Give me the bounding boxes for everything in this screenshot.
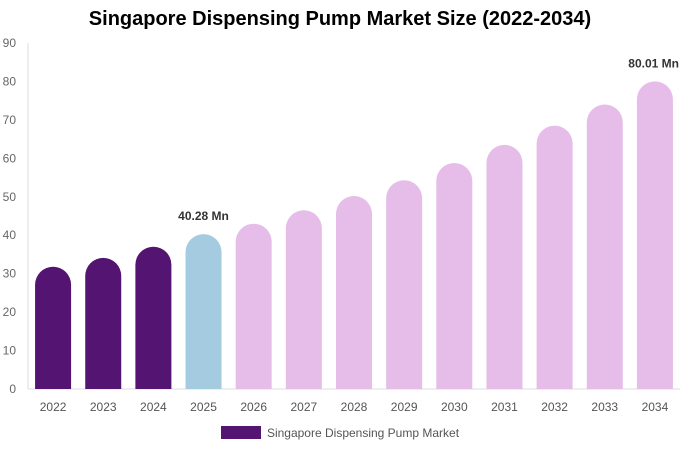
chart-title: Singapore Dispensing Pump Market Size (2… [88,8,592,30]
legend-label: Singapore Dispensing Pump Market [266,425,460,440]
bar-2030 [436,162,473,389]
legend: Singapore Dispensing Pump Market [0,425,680,440]
bar-2028 [336,196,372,389]
x-tick-label: 2031 [491,400,518,414]
bar-2032 [536,125,573,390]
bar-2031 [486,144,523,389]
y-tick-label: 0 [9,382,16,396]
y-tick-label: 50 [3,190,17,204]
bar-2029 [386,180,423,389]
bar-2023 [85,257,122,389]
x-tick-label: 2033 [591,400,618,414]
y-tick-label: 10 [3,344,17,358]
data-label: 80.01 Mn [628,56,679,70]
x-tick-label: 2032 [541,400,568,414]
bar-2022 [35,266,72,389]
x-tick-label: 2026 [240,400,267,414]
y-tick-label: 90 [3,36,17,50]
bar-2033 [586,104,623,389]
bar-2034 [636,81,673,389]
x-tick-label: 2022 [40,400,67,414]
y-tick-label: 60 [3,151,17,165]
y-tick-label: 70 [3,113,17,127]
data-label: 40.28 Mn [178,209,229,223]
x-tick-label: 2028 [341,400,368,414]
x-tick-label: 2027 [290,400,317,414]
bar-2025 [185,234,222,389]
y-tick-label: 80 [3,74,17,88]
x-tick-label: 2030 [441,400,468,414]
x-tick-label: 2029 [391,400,418,414]
bar-2027 [285,210,322,389]
x-tick-label: 2024 [140,400,167,414]
y-tick-label: 20 [3,305,17,319]
bar-2026 [235,223,272,389]
y-tick-label: 30 [3,267,17,281]
legend-swatch [220,426,261,440]
x-tick-label: 2025 [190,400,217,414]
y-tick-label: 40 [3,228,17,242]
x-tick-label: 2034 [642,400,669,414]
bar-2024 [135,246,172,389]
x-tick-label: 2023 [90,400,117,414]
